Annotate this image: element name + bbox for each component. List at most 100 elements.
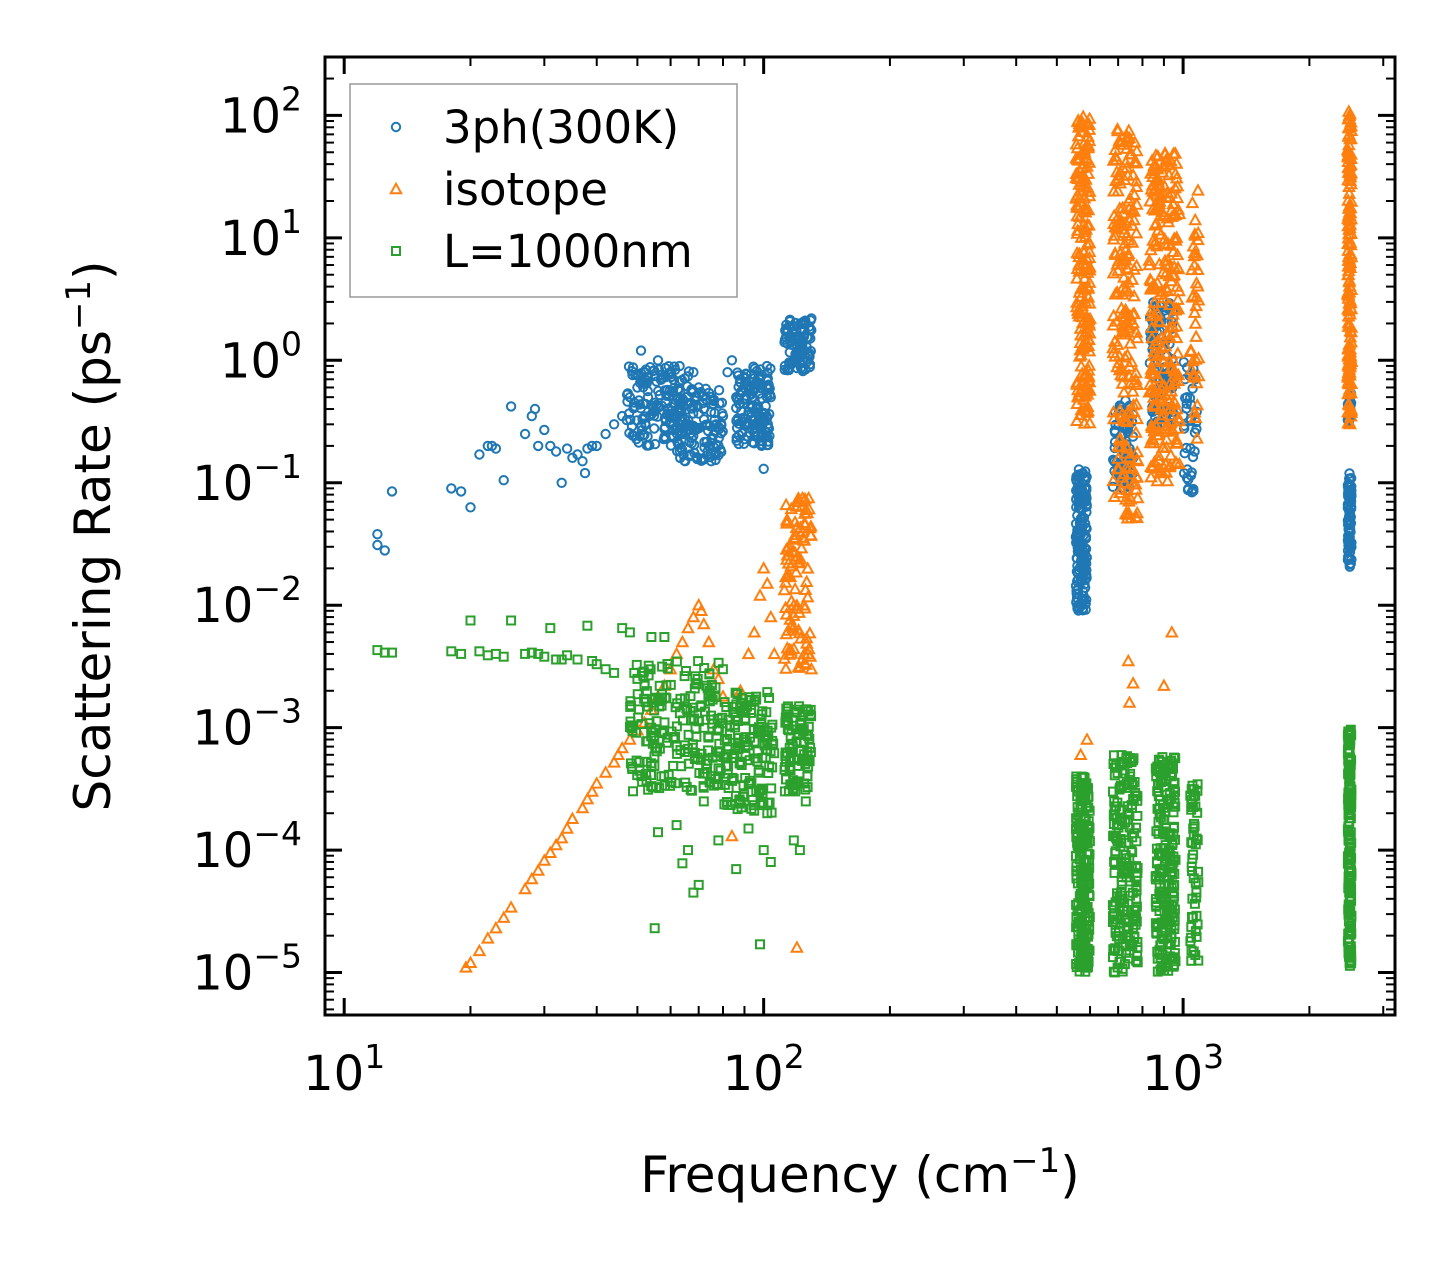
data-point: [607, 755, 621, 768]
data-point: [1341, 263, 1356, 277]
data-point: [1117, 222, 1131, 235]
data-point: [1166, 932, 1177, 943]
data-point: [1112, 888, 1122, 899]
data-point: [1081, 499, 1092, 511]
data-point: [1146, 233, 1161, 246]
data-point: [1190, 247, 1205, 261]
data-point: [686, 609, 701, 623]
data-point: [1142, 377, 1157, 390]
data-point: [760, 576, 775, 589]
data-point: [1187, 370, 1201, 383]
data-marks-layer: [372, 104, 1359, 978]
data-point: [720, 751, 731, 762]
data-point: [1343, 293, 1358, 306]
data-point: [1119, 141, 1134, 154]
data-point: [1342, 179, 1356, 192]
data-point: [1079, 838, 1090, 849]
data-point: [386, 486, 398, 497]
data-point: [1078, 205, 1093, 218]
data-point: [1143, 282, 1158, 295]
data-point: [572, 449, 583, 460]
data-point: [790, 940, 804, 953]
data-point: [782, 716, 793, 726]
data-point: [677, 858, 688, 869]
data-point: [1189, 289, 1204, 303]
data-point: [539, 651, 550, 662]
data-point: [688, 431, 699, 442]
data-point: [753, 767, 764, 778]
data-point: [1192, 919, 1203, 930]
data-point: [1150, 333, 1165, 346]
data-point: [1187, 248, 1202, 262]
data-point: [646, 632, 657, 642]
data-point: [627, 362, 639, 373]
data-point: [800, 784, 811, 795]
data-point: [1126, 676, 1141, 689]
data-point: [1081, 262, 1095, 275]
data-point: [1120, 262, 1135, 275]
data-point: [1082, 184, 1097, 197]
data-point: [1129, 225, 1144, 239]
data-point: [1188, 485, 1199, 497]
data-point: [710, 439, 722, 450]
data-point: [1081, 373, 1095, 386]
data-point: [1069, 377, 1084, 390]
data-point: [803, 321, 815, 332]
data-point: [1121, 778, 1132, 789]
data-point: [1191, 232, 1205, 246]
data-point: [1118, 242, 1133, 256]
data-point: [659, 726, 670, 737]
data-point: [1080, 399, 1095, 413]
data-point: [1168, 373, 1183, 386]
data-point: [1072, 177, 1087, 190]
data-point: [679, 455, 690, 466]
data-point: [1343, 307, 1357, 320]
data-point: [674, 376, 685, 388]
data-point: [1106, 411, 1121, 425]
data-point: [712, 725, 723, 736]
data-point: [678, 396, 689, 407]
data-point: [518, 881, 532, 895]
data-point: [734, 798, 745, 809]
data-point: [1345, 724, 1356, 735]
data-point: [1131, 871, 1142, 882]
data-point: [1149, 380, 1164, 393]
data-point: [1108, 349, 1122, 362]
data-point: [1183, 343, 1198, 357]
data-point: [782, 365, 793, 376]
data-point: [1144, 470, 1158, 483]
data-point: [1157, 678, 1171, 691]
data-point: [1187, 405, 1202, 418]
data-point: [1113, 176, 1128, 189]
data-point: [670, 778, 681, 789]
data-point: [1344, 468, 1355, 479]
data-point: [1188, 352, 1203, 365]
data-point: [641, 756, 652, 767]
data-point: [1155, 952, 1166, 963]
data-point: [1122, 321, 1136, 334]
data-point: [565, 811, 580, 824]
data-point: [1082, 836, 1092, 847]
data-point: [1109, 164, 1124, 178]
data-point: [1169, 880, 1180, 891]
y-tick-label: 10−4: [192, 814, 302, 879]
data-point: [723, 783, 734, 793]
data-point: [1155, 392, 1170, 406]
data-point: [796, 530, 811, 543]
data-point: [1125, 272, 1140, 285]
data-point: [1159, 465, 1174, 478]
data-point: [722, 799, 733, 810]
data-point: [1078, 593, 1090, 604]
data-point: [1346, 870, 1357, 881]
data-point: [1111, 439, 1126, 452]
data-point: [1080, 279, 1095, 292]
data-point: [598, 765, 613, 778]
data-point: [641, 768, 652, 779]
series-L=1000nm: [372, 615, 1357, 978]
data-point: [1162, 354, 1177, 368]
data-point: [783, 725, 794, 736]
data-point: [545, 623, 556, 634]
data-point: [1130, 919, 1141, 930]
data-point: [1122, 368, 1136, 381]
data-point: [1084, 849, 1095, 860]
